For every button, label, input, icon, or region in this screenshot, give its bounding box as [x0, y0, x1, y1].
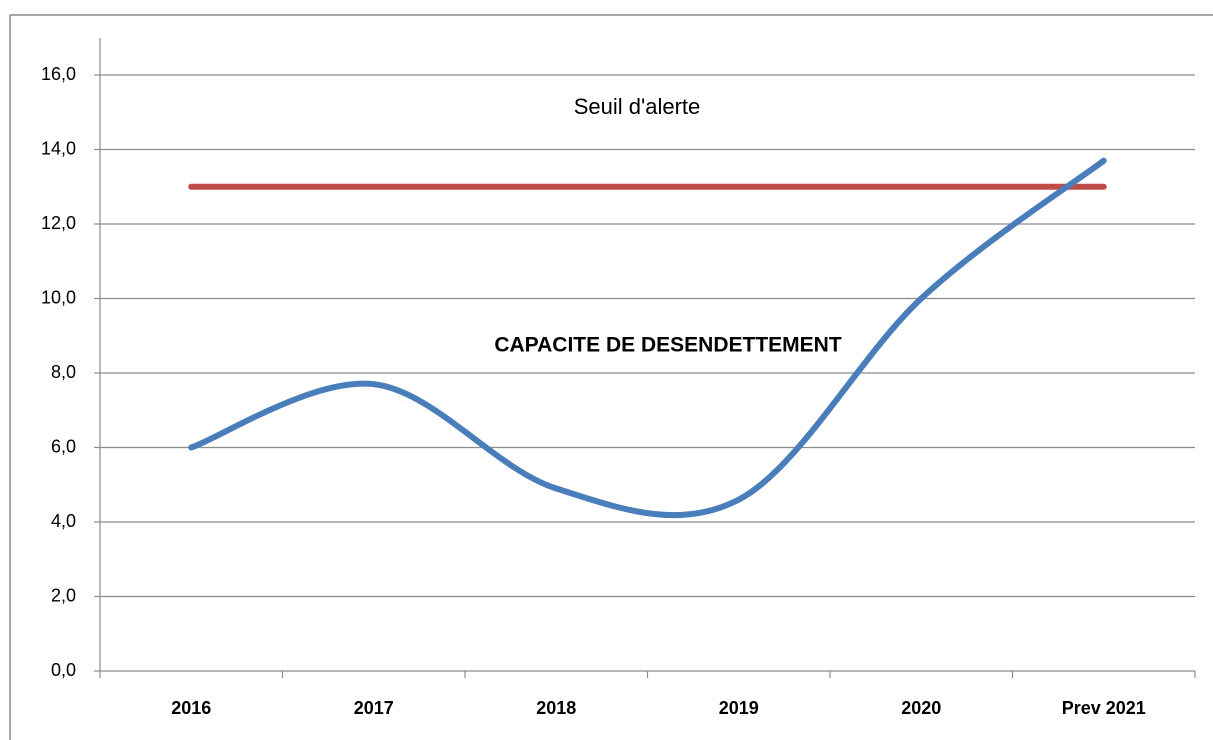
y-tick-label: 14,0	[41, 138, 76, 158]
series-line	[188, 157, 1107, 519]
y-tick-label: 8,0	[51, 362, 76, 382]
x-tick-label: 2018	[536, 698, 576, 718]
x-tick-label: 2020	[901, 698, 941, 718]
y-tick-label: 6,0	[51, 436, 76, 456]
y-tick-label: 12,0	[41, 213, 76, 233]
x-tick-label: Prev 2021	[1062, 698, 1146, 718]
x-tick-label: 2016	[171, 698, 211, 718]
x-tick-label: 2019	[719, 698, 759, 718]
y-tick-label: 4,0	[51, 511, 76, 531]
x-tick-label: 2017	[354, 698, 394, 718]
y-tick-label: 10,0	[41, 287, 76, 307]
threshold-label: Seuil d'alerte	[574, 94, 701, 119]
y-tick-label: 2,0	[51, 585, 76, 605]
series-label: CAPACITE DE DESENDETTEMENT	[494, 334, 841, 357]
y-tick-label: 16,0	[41, 64, 76, 84]
y-tick-label: 0,0	[51, 660, 76, 680]
